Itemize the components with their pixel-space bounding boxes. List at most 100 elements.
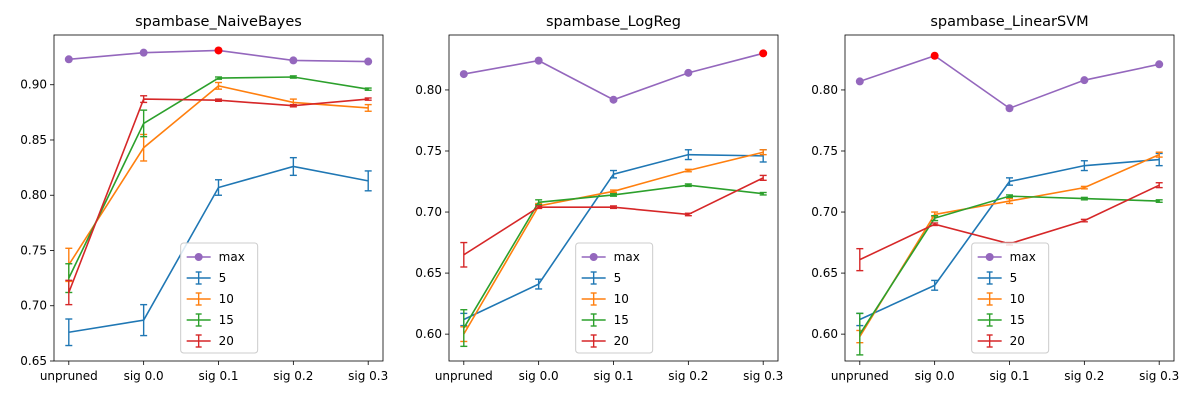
x-tick-label: sig 0.2 [1064, 369, 1104, 383]
error-bar [215, 76, 222, 80]
error-bar [289, 156, 297, 177]
series-20 [65, 95, 372, 306]
error-bar [140, 109, 148, 138]
data-point [609, 95, 618, 104]
error-bar [1155, 182, 1163, 189]
legend-item-max: max [977, 250, 1036, 264]
x-tick-label: sig 0.3 [348, 369, 388, 383]
x-tick-label: unpruned [435, 369, 493, 383]
max-highlight-point [930, 51, 939, 60]
y-tick-label: 0.90 [20, 78, 47, 92]
data-point [459, 70, 468, 79]
error-bar [289, 103, 297, 108]
error-bar [215, 81, 222, 90]
legend-label: 10 [219, 292, 234, 306]
subplot-1: spambase_NaiveBayes 0.65 0.70 0.75 0.80 0.85 0… [20, 14, 388, 383]
data-point [1005, 104, 1014, 113]
y-tick-label: 0.80 [415, 83, 442, 97]
x-tick-label: sig 0.1 [198, 369, 238, 383]
subplot-3: spambase_LinearSVM 0.60 0.65 0.70 0.75 0.80 un… [811, 14, 1179, 383]
y-tick-label: 0.60 [811, 327, 838, 341]
error-bar [140, 95, 148, 104]
error-bar [1155, 199, 1163, 203]
error-bar [1080, 196, 1088, 201]
series-line [463, 52, 764, 101]
legend-item-5: 5 [581, 271, 622, 285]
plot-frame [844, 34, 1175, 362]
error-bar [684, 168, 692, 173]
legend-item-10: 10 [186, 292, 234, 306]
legend-item-15: 15 [581, 313, 629, 327]
error-bar [535, 199, 543, 206]
x-tick-label: sig 0.2 [668, 369, 708, 383]
legend-label: 5 [219, 271, 227, 285]
series-max [855, 51, 1164, 113]
error-bar [1080, 185, 1088, 190]
y-tick-label: 0.65 [415, 266, 442, 280]
legend: max 5 10 15 20 [575, 242, 654, 354]
series-max [459, 49, 768, 104]
error-bar [215, 98, 222, 103]
error-bar [684, 183, 692, 188]
series-10 [856, 151, 1163, 344]
legend-label: 10 [614, 292, 629, 306]
error-bar [931, 279, 939, 291]
data-point [364, 57, 373, 66]
plot-frame [53, 34, 384, 362]
x-tick-label: sig 0.0 [124, 369, 164, 383]
subplot-2: spambase_LogReg 0.60 0.65 0.70 0.75 0.80 unpru… [415, 14, 783, 383]
error-bar [460, 309, 468, 348]
error-bar [364, 97, 372, 101]
legend-label: 5 [614, 271, 622, 285]
series-20 [460, 174, 767, 268]
chart-title: spambase_LogReg [546, 14, 681, 30]
legend-label: 15 [1010, 313, 1025, 327]
legend-label: max [614, 250, 640, 264]
x-tick-label: sig 0.1 [593, 369, 633, 383]
y-tick-label: 0.65 [811, 266, 838, 280]
x-tick-label: sig 0.3 [1139, 369, 1179, 383]
error-bar [140, 133, 148, 162]
legend-item-20: 20 [581, 334, 629, 348]
y-tick-label: 0.70 [415, 205, 442, 219]
error-bar [460, 241, 468, 268]
error-bar [1006, 177, 1013, 186]
error-bar [215, 179, 222, 196]
legend: max 5 10 15 20 [180, 242, 259, 354]
legend-label: max [1010, 250, 1036, 264]
legend-label: 15 [219, 313, 234, 327]
error-bar [610, 169, 617, 179]
error-bar [364, 87, 372, 91]
error-bar [856, 312, 864, 356]
x-tick-label: sig 0.2 [273, 369, 313, 383]
legend-item-5: 5 [977, 271, 1017, 285]
series-15 [460, 183, 767, 348]
legend-label: 10 [1010, 292, 1025, 306]
error-bar [1006, 197, 1013, 205]
y-tick-label: 0.80 [20, 188, 47, 202]
error-bar [1006, 194, 1013, 199]
x-tick-label: sig 0.3 [743, 369, 783, 383]
error-bar [364, 103, 372, 112]
y-tick-label: 0.75 [415, 144, 442, 158]
chart-title: spambase_LinearSVM [930, 14, 1088, 30]
data-point [139, 48, 148, 57]
max-highlight-point [214, 46, 223, 55]
y-tick-label: 0.80 [811, 83, 838, 97]
legend-item-10: 10 [581, 292, 629, 306]
error-bar [1155, 151, 1163, 158]
data-point [1155, 60, 1164, 69]
chart-title: spambase_NaiveBayes [135, 14, 302, 30]
error-bar [610, 189, 617, 194]
series-15 [856, 194, 1163, 356]
error-bar [289, 75, 297, 79]
error-bar [535, 205, 543, 210]
error-bar [759, 174, 767, 181]
legend: max 5 10 15 20 [971, 242, 1050, 354]
error-bar [1080, 160, 1088, 172]
error-bar [1080, 218, 1088, 223]
error-bar [535, 278, 543, 290]
x-tick-label: sig 0.0 [519, 369, 559, 383]
y-tick-label: 0.85 [20, 133, 47, 147]
